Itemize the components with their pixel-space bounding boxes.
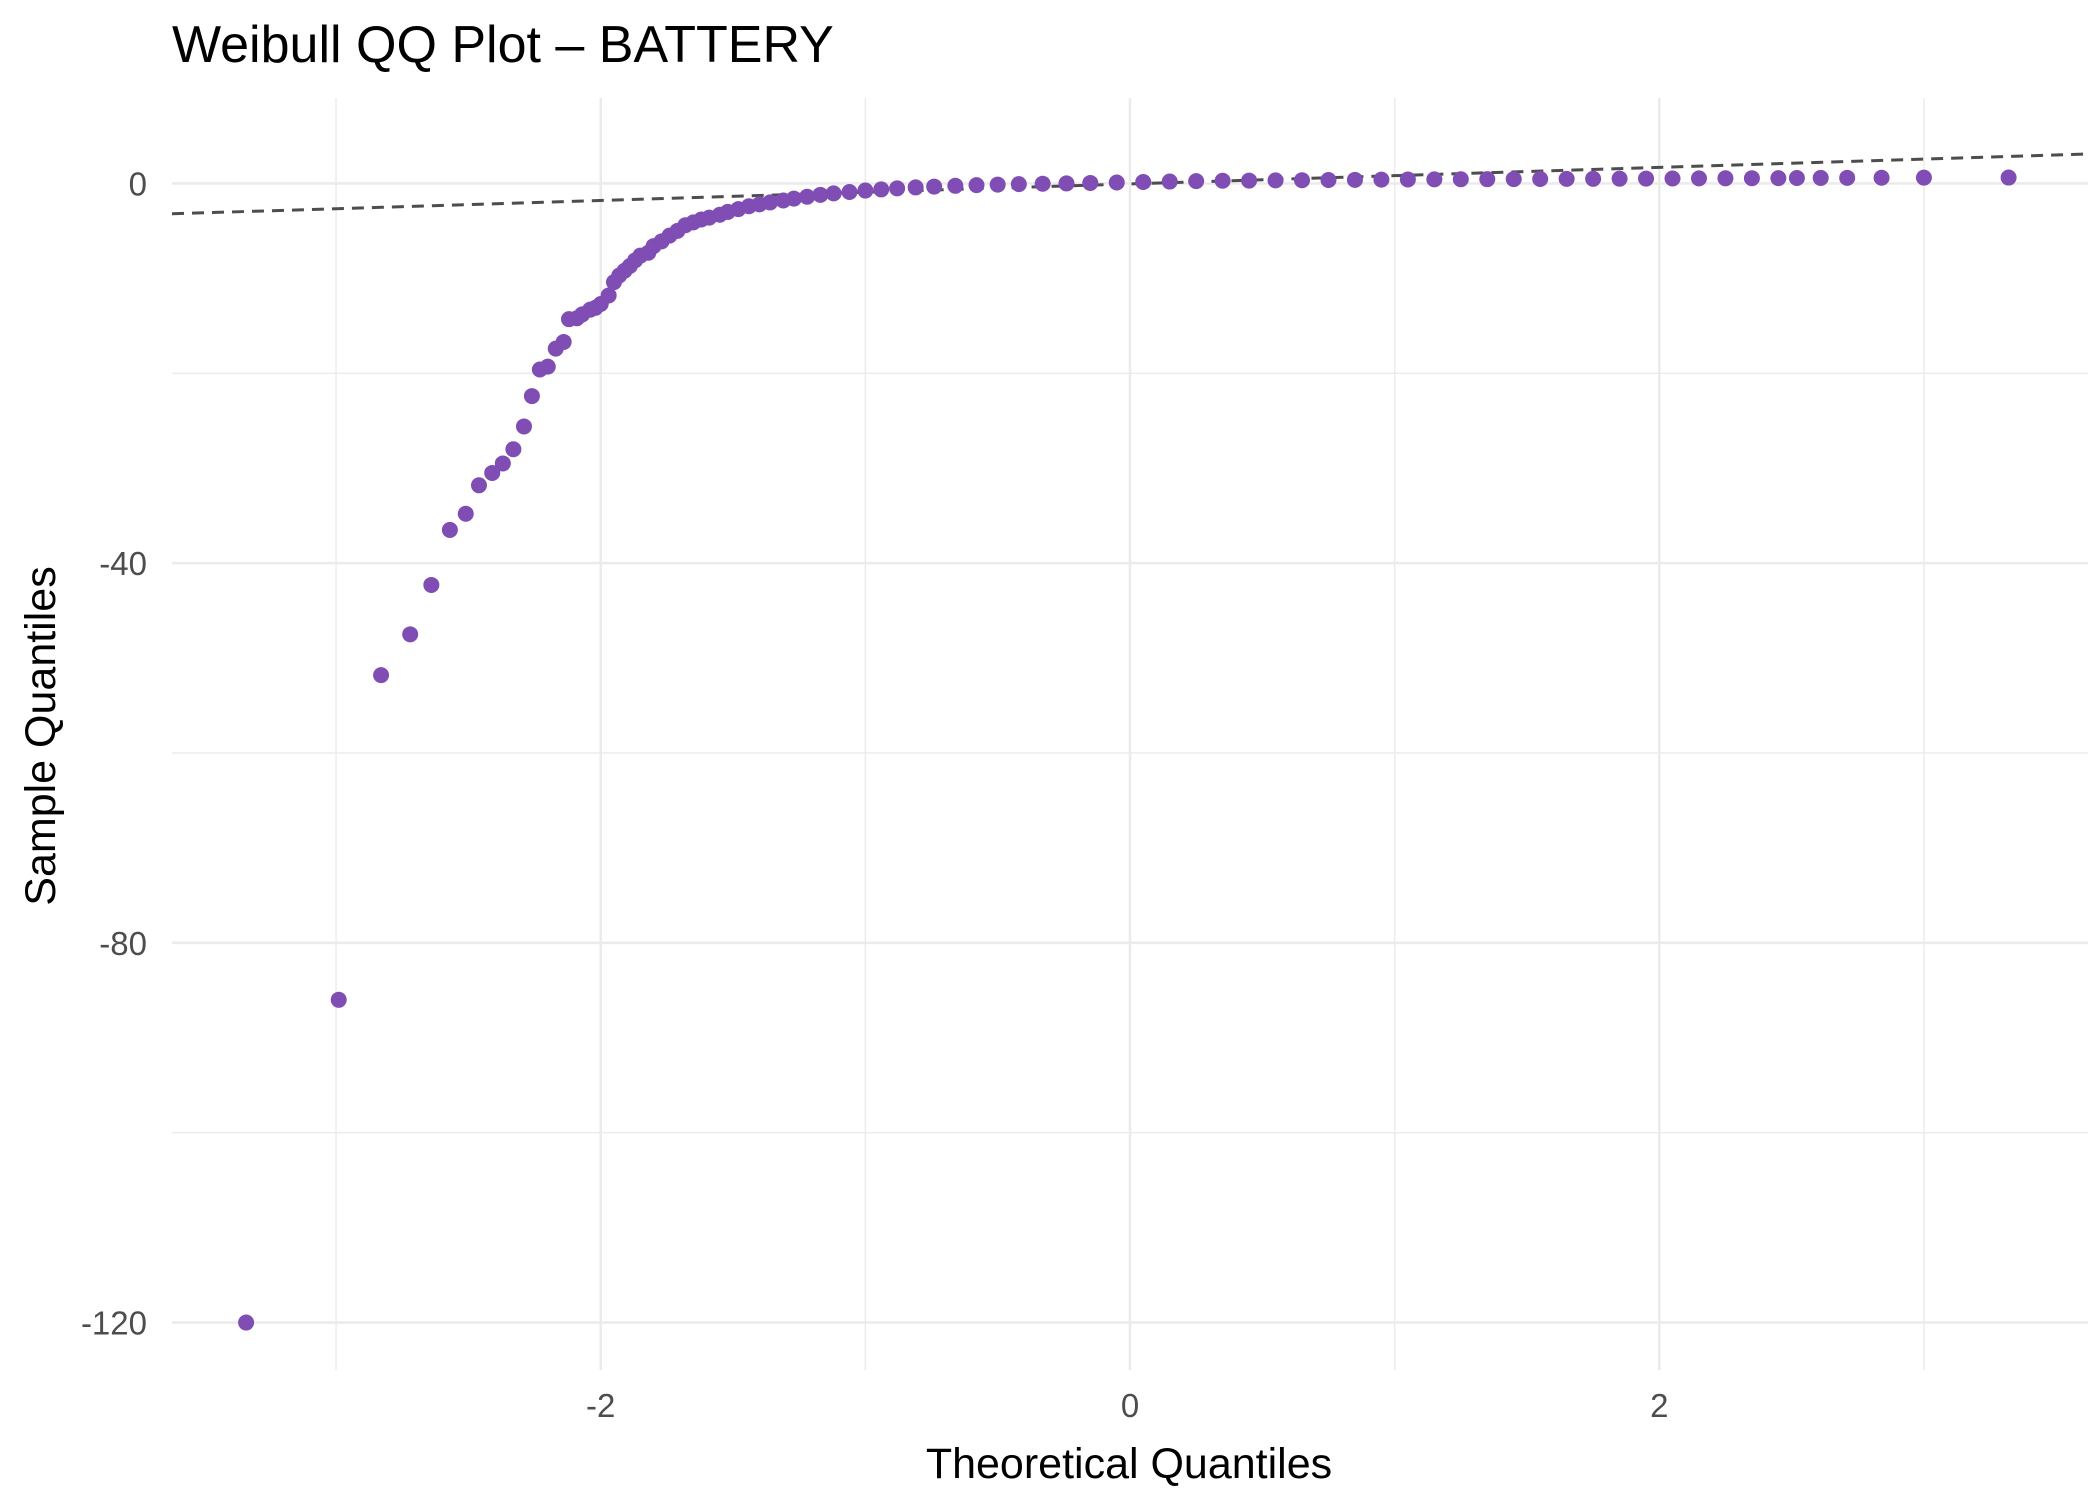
data-point [1505,171,1522,188]
data-point [947,177,964,194]
data-point [1812,169,1829,186]
data-point [1873,169,1890,186]
data-point [1788,170,1805,187]
chart-title: Weibull QQ Plot – BATTERY [172,16,834,74]
data-point [238,1314,255,1331]
major-gridlines [172,98,2088,1370]
y-tick-label: -40 [99,545,147,582]
data-point [1452,171,1469,188]
data-point [1294,172,1311,189]
data-point [470,477,487,494]
data-point [1320,172,1337,189]
x-tick-label: -2 [586,1387,615,1424]
data-point [1188,173,1205,190]
data-point [1241,172,1258,189]
y-tick-label: 0 [129,165,147,202]
data-point [1479,171,1496,188]
data-point [762,194,779,211]
data-point [1082,174,1099,191]
data-point [825,185,842,202]
x-tick-label: 0 [1121,1387,1139,1424]
data-point [1161,173,1178,190]
data-point [373,667,390,684]
data-point [1214,172,1231,189]
data-point [989,176,1006,193]
data-point [1690,170,1707,187]
data-point [330,991,347,1008]
data-point [812,186,829,203]
data-point [1135,174,1152,191]
data-point [857,182,874,199]
data-point [457,505,474,522]
x-tick-label: 2 [1650,1387,1668,1424]
data-point [494,455,511,472]
data-point [555,333,572,350]
data-point [785,190,802,207]
data-point [1267,172,1284,189]
data-point [926,178,943,195]
data-point [1558,170,1575,187]
data-point [2000,169,2017,186]
data-point [1839,169,1856,186]
y-tick-label: -80 [99,925,147,962]
data-point [515,418,532,435]
data-point [841,183,858,200]
data-point [1915,169,1932,186]
data-point [1373,171,1390,188]
data-point [423,576,440,593]
data-point [1770,170,1787,187]
data-point [968,177,985,194]
data-point [1638,170,1655,187]
data-point [539,358,556,375]
data-point [1611,170,1628,187]
x-axis-title: Theoretical Quantiles [926,1440,1332,1488]
data-point [799,188,816,205]
data-point [1426,171,1443,188]
data-point [1058,175,1075,192]
data-point [873,181,890,198]
data-point [907,179,924,196]
data-point [1664,170,1681,187]
data-point [1585,170,1602,187]
data-point [1532,170,1549,187]
data-point [1346,171,1363,188]
data-point [1717,170,1734,187]
data-point [600,287,617,304]
data-point [523,388,540,405]
data-point [441,521,458,538]
data-point [1743,170,1760,187]
data-points [238,169,2017,1331]
data-point [1034,175,1051,192]
data-point [889,180,906,197]
y-tick-label: -120 [81,1305,147,1342]
data-point [505,441,522,458]
data-point [1108,174,1125,191]
y-axis-title: Sample Quantiles [17,566,65,905]
data-point [1010,176,1027,193]
data-point [402,626,419,643]
y-tick-labels: -120 -80 -40 0 [81,165,147,1341]
data-point [484,464,501,481]
data-point [1399,171,1416,188]
x-tick-labels: -2 0 2 [586,1387,1668,1424]
